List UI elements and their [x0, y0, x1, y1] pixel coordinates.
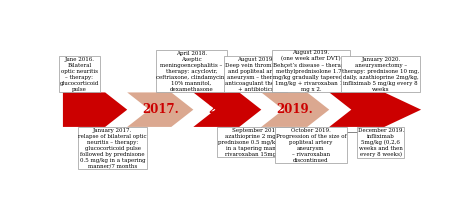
Text: 2020.: 2020.	[355, 103, 392, 116]
Text: 2019.: 2019.	[276, 103, 313, 116]
Text: April 2018.
Aseptic
meningoencephalitis –
therapy: acyclovir,
ceftriaxone, clind: April 2018. Aseptic meningoencephalitis …	[156, 51, 227, 92]
Polygon shape	[329, 93, 421, 127]
Text: 2017.: 2017.	[142, 103, 179, 116]
Text: August 2019.
(one week after DVT)
Behçet’s disease – therapy:
methylprednisolone: August 2019. (one week after DVT) Behçet…	[273, 50, 349, 92]
Polygon shape	[193, 93, 261, 127]
Text: January 2020.
aneurysmectomy –
therapy: prednisone 10 mg,
daily, azathioprine 2m: January 2020. aneurysmectomy – therapy: …	[342, 57, 419, 92]
Polygon shape	[63, 93, 127, 127]
Text: January 2017.
relapse of bilateral optic
neuritis – therapy:
glucocorticoid puls: January 2017. relapse of bilateral optic…	[78, 128, 147, 169]
Polygon shape	[261, 93, 329, 127]
Text: September 2019.
azathioprine 2 mg/kg,
prednisone 0.5 mg/kg daily
in a tapering m: September 2019. azathioprine 2 mg/kg, pr…	[218, 128, 294, 157]
Text: 2018.: 2018.	[208, 103, 245, 116]
Text: 2016.: 2016.	[76, 103, 112, 116]
Text: October 2019.
Progression of the size of
popliteal artery
aneurysm
– rivaroxaban: October 2019. Progression of the size of…	[276, 128, 346, 163]
Text: June 2016.
Bilateral
optic neuritis
– therapy:
glucocorticoid
pulse: June 2016. Bilateral optic neuritis – th…	[60, 57, 99, 92]
Text: August 2019.
Deep vein thrombosis
and popliteal artery
aneurysm – therapy:
antic: August 2019. Deep vein thrombosis and po…	[225, 57, 287, 92]
Text: December 2019.
infliximab
5mg/kg (0,2,6
weeks and then
every 8 weeks): December 2019. infliximab 5mg/kg (0,2,6 …	[357, 128, 404, 157]
Polygon shape	[127, 93, 193, 127]
